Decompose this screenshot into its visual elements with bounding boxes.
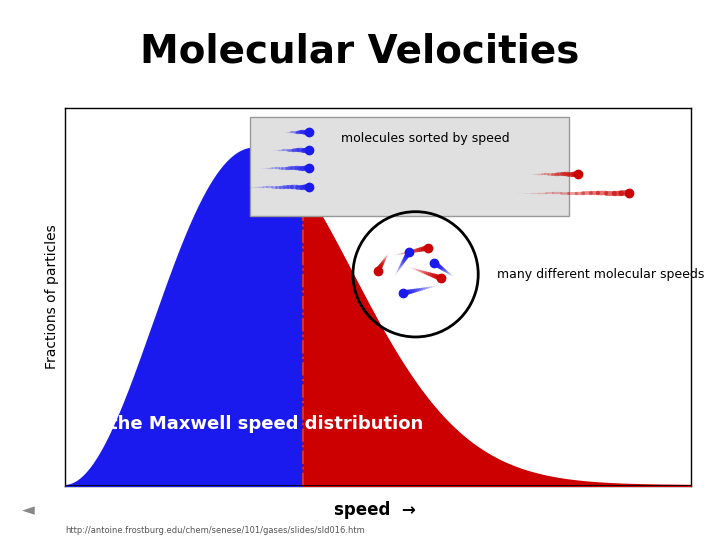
Text: speed  →: speed → — [333, 501, 415, 519]
Text: http://antoine.frostburg.edu/chem/senese/101/gases/slides/sld016.htm: http://antoine.frostburg.edu/chem/senese… — [65, 525, 364, 535]
FancyBboxPatch shape — [250, 118, 569, 216]
Y-axis label: Fractions of particles: Fractions of particles — [45, 225, 59, 369]
Text: the Maxwell speed distribution: the Maxwell speed distribution — [109, 415, 423, 433]
Text: ◄: ◄ — [22, 501, 35, 519]
Text: molecules sorted by speed: molecules sorted by speed — [341, 132, 509, 145]
Text: Molecular Velocities: Molecular Velocities — [140, 32, 580, 70]
Text: many different molecular speeds: many different molecular speeds — [497, 268, 704, 281]
